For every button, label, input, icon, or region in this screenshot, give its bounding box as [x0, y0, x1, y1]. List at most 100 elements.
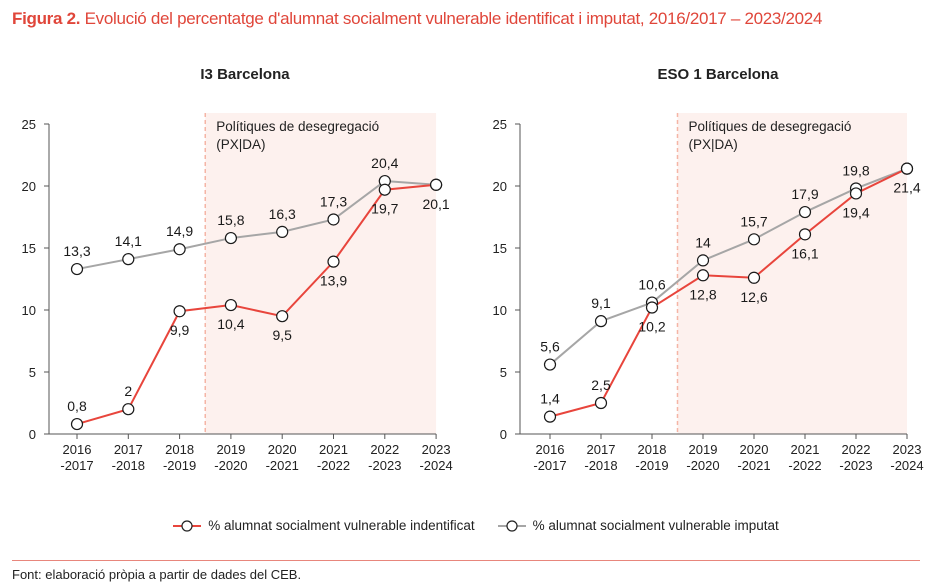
data-label-identificat: 10,2 [638, 319, 665, 335]
y-tick-label: 5 [500, 365, 507, 380]
legend-marker-imputat-icon [497, 519, 526, 532]
data-point-identificat [224, 298, 237, 312]
x-tick-label: -2019 [635, 458, 668, 473]
data-label-identificat: 21,4 [893, 180, 920, 196]
data-label-imputat: 5,6 [540, 339, 560, 355]
data-point-imputat [594, 315, 608, 328]
data-point-identificat [543, 410, 557, 423]
data-label-identificat: 12,8 [689, 286, 716, 302]
series-line-identificat [549, 167, 908, 418]
data-label-imputat: 14,1 [115, 233, 142, 249]
x-tick-label: -2021 [737, 458, 770, 473]
data-label-imputat: 10,6 [638, 277, 665, 293]
source-note: Font: elaboració pròpia a partir de dade… [12, 567, 302, 582]
data-label-imputat: 17,9 [791, 186, 818, 202]
data-point-identificat [594, 396, 608, 410]
data-label-imputat: 14 [695, 234, 711, 250]
y-tick-label: 20 [22, 179, 36, 194]
data-label-imputat: 14,9 [166, 223, 193, 239]
x-tick-label: -2020 [686, 458, 719, 473]
x-tick-label: -2022 [788, 458, 821, 473]
y-tick-label: 15 [22, 241, 36, 256]
y-tick-label: 20 [493, 179, 507, 194]
x-tick-label: -2023 [368, 458, 401, 473]
data-point-identificat [378, 183, 391, 196]
x-tick-label: -2023 [839, 458, 872, 473]
x-tick-label: 2022 [370, 442, 399, 457]
x-tick-label: -2019 [163, 458, 196, 473]
data-point-imputat [798, 205, 812, 219]
data-label-identificat: 9,9 [170, 322, 190, 338]
legend-marker-identificat-icon [173, 519, 202, 532]
data-label-identificat: 19,7 [371, 201, 398, 217]
data-label-imputat: 16,3 [269, 206, 296, 222]
data-label-identificat: 9,5 [272, 327, 292, 343]
data-point-imputat [276, 225, 289, 238]
data-label-imputat: 9,1 [591, 295, 611, 311]
policy-annotation-line: Polítiques de desegregació [689, 119, 852, 134]
x-tick-label: 2021 [319, 442, 348, 457]
data-point-imputat [696, 254, 710, 267]
footer-divider [12, 560, 920, 561]
y-tick-label: 0 [500, 427, 507, 442]
data-point-identificat [276, 310, 289, 323]
data-label-identificat: 2,5 [591, 377, 611, 393]
data-label-identificat: 10,4 [217, 316, 244, 332]
legend-item-imputat: % alumnat socialment vulnerable imputat [497, 518, 779, 533]
policy-annotation-line: (PX|DA) [689, 137, 738, 152]
x-tick-label: 2021 [791, 442, 820, 457]
data-point-identificat [173, 305, 186, 318]
data-point-imputat [70, 262, 84, 276]
charts-canvas: I3 Barcelona Polítiques de desegregació (P… [22, 66, 924, 473]
data-label-identificat: 16,1 [791, 245, 818, 261]
x-tick-label: -2018 [112, 458, 145, 473]
series-line-imputat [76, 180, 437, 271]
policy-period-shade [677, 113, 907, 434]
data-point-identificat [696, 269, 710, 282]
legend-item-identificat: % alumnat socialment vulnerable indentif… [172, 518, 475, 533]
legend-label-identificat: % alumnat socialment vulnerable indentif… [208, 518, 475, 533]
data-point-identificat [430, 178, 443, 191]
x-tick-label: -2021 [266, 458, 299, 473]
policy-period-shade [205, 113, 437, 434]
data-point-identificat [645, 301, 659, 314]
data-point-identificat [798, 228, 812, 241]
figure-title-text: Evolució del percentatge d'alumnat socia… [84, 9, 823, 28]
data-point-identificat [122, 403, 135, 416]
data-point-identificat [747, 271, 761, 284]
x-tick-label: 2019 [216, 442, 245, 457]
figure-title: Figura 2. Evolució del percentatge d'alu… [12, 9, 822, 29]
x-tick-label: -2024 [890, 458, 923, 473]
y-tick-label: 15 [493, 241, 507, 256]
x-tick-label: 2023 [893, 442, 922, 457]
data-label-identificat: 1,4 [540, 391, 560, 407]
x-tick-label: 2020 [268, 442, 297, 457]
data-point-imputat [173, 243, 186, 256]
data-point-imputat [747, 233, 761, 246]
chart-title: I3 Barcelona [200, 66, 290, 83]
x-tick-label: -2024 [419, 458, 452, 473]
data-label-imputat: 19,8 [842, 162, 869, 178]
x-tick-label: 2023 [422, 442, 451, 457]
data-point-identificat [849, 187, 863, 200]
x-tick-label: -2017 [60, 458, 93, 473]
x-tick-label: -2017 [533, 458, 566, 473]
x-tick-label: 2018 [638, 442, 667, 457]
data-label-identificat: 20,1 [422, 196, 449, 212]
chart-title: ESO 1 Barcelona [658, 66, 780, 83]
data-label-identificat: 12,6 [740, 289, 767, 305]
x-tick-label: -2018 [584, 458, 617, 473]
data-label-imputat: 13,3 [63, 243, 90, 259]
x-tick-label: 2016 [536, 442, 565, 457]
data-point-imputat [224, 231, 237, 245]
x-tick-label: -2020 [214, 458, 247, 473]
x-tick-label: 2020 [740, 442, 769, 457]
x-tick-label: 2018 [165, 442, 194, 457]
legend: % alumnat socialment vulnerable indentif… [0, 518, 951, 533]
data-label-imputat: 17,3 [320, 193, 347, 209]
data-point-identificat [327, 255, 340, 268]
data-label-identificat: 19,4 [842, 204, 869, 220]
data-label-imputat: 15,7 [740, 213, 767, 229]
data-point-imputat [327, 213, 340, 226]
legend-label-imputat: % alumnat socialment vulnerable imputat [532, 518, 779, 533]
